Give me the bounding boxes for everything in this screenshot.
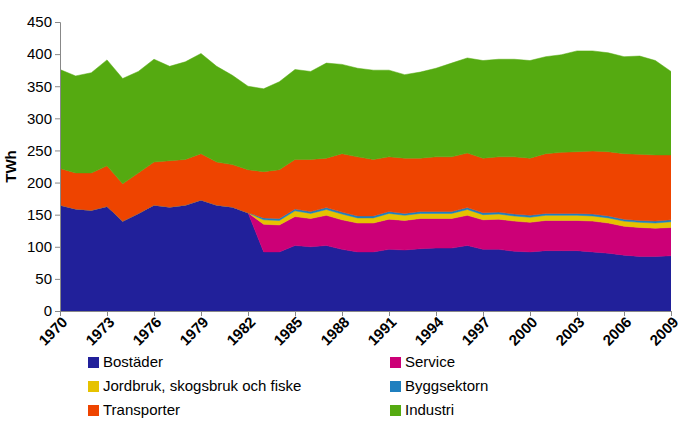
area-series	[60, 51, 671, 184]
x-tick: 1988	[317, 311, 353, 349]
y-tick-mark	[55, 86, 60, 87]
x-tick-label: 1985	[270, 313, 306, 349]
y-tick-mark	[55, 183, 60, 184]
y-tick: 150	[27, 206, 60, 223]
legend-swatch	[88, 381, 99, 392]
x-tick: 2000	[505, 311, 541, 349]
area-series	[60, 200, 671, 311]
y-tick-mark	[55, 118, 60, 119]
x-tick-label: 1979	[176, 313, 212, 349]
y-tick: 50	[35, 270, 60, 287]
legend-swatch	[88, 357, 99, 368]
x-tick-label: 1970	[35, 313, 71, 349]
legend-swatch	[390, 405, 401, 416]
y-axis-line	[55, 23, 61, 312]
y-axis: 0 50 100 150 200 250 300 350 400 450	[27, 13, 61, 319]
x-tick: 1991	[364, 311, 400, 349]
x-tick: 1985	[270, 311, 306, 349]
x-tick-label: 2006	[599, 313, 635, 349]
x-tick: 2003	[552, 311, 588, 349]
x-tick-label: 1997	[458, 313, 494, 349]
x-tick-label: 1988	[317, 313, 353, 349]
y-tick-label: 0	[44, 302, 52, 319]
y-tick-mark	[55, 22, 60, 23]
y-tick-label: 350	[27, 78, 52, 95]
x-tick: 1994	[411, 311, 447, 349]
y-tick-label: 100	[27, 238, 52, 255]
x-tick-label: 1991	[364, 313, 400, 349]
y-tick-label: 250	[27, 142, 52, 159]
x-tick: 1970	[35, 311, 71, 349]
x-tick-label: 2009	[646, 313, 679, 349]
legend-label: Bostäder	[103, 353, 163, 370]
y-tick-mark	[55, 215, 60, 216]
y-tick-label: 300	[27, 110, 52, 127]
y-tick-label: 150	[27, 206, 52, 223]
y-tick-mark	[55, 54, 60, 55]
chart: 0501001502002503003504004501970197319761…	[0, 0, 679, 427]
y-tick: 450	[27, 13, 60, 30]
legend-label: Industri	[405, 401, 454, 418]
x-axis: 1970 1973 1976 1979 1982 1985 1988 1991 1994 1997…	[35, 311, 679, 349]
legend-swatch	[390, 381, 401, 392]
y-tick: 300	[27, 110, 60, 127]
x-tick: 1979	[176, 311, 212, 349]
legend-label: Jordbruk, skogsbruk och fiske	[103, 377, 301, 394]
x-tick-label: 1973	[82, 313, 118, 349]
y-tick-label: 200	[27, 174, 52, 191]
y-tick: 100	[27, 238, 60, 255]
legend-label: Service	[405, 353, 455, 370]
legend-label: Byggsektorn	[405, 377, 488, 394]
y-tick-mark	[55, 150, 60, 151]
legend-label: Transporter	[103, 401, 180, 418]
x-tick: 1997	[458, 311, 494, 349]
x-tick: 2009	[646, 311, 679, 349]
legend: Bostäder Service Jordbruk, skogsbruk och f…	[88, 353, 488, 418]
y-tick: 400	[27, 45, 60, 62]
x-tick: 1976	[129, 311, 165, 349]
x-tick-label: 1994	[411, 313, 447, 349]
y-tick-label: 50	[35, 270, 52, 287]
y-tick-mark	[55, 279, 60, 280]
y-tick: 200	[27, 174, 60, 191]
y-tick-mark	[55, 247, 60, 248]
x-tick: 1973	[82, 311, 118, 349]
y-tick: 250	[27, 142, 60, 159]
x-tick: 1982	[223, 311, 259, 349]
legend-swatch	[390, 357, 401, 368]
x-tick-label: 2003	[552, 313, 588, 349]
x-tick-label: 1982	[223, 313, 259, 349]
legend-swatch	[88, 405, 99, 416]
y-tick: 350	[27, 78, 60, 95]
x-tick-label: 1976	[129, 313, 165, 349]
plot-area	[60, 51, 671, 311]
y-tick-label: 400	[27, 45, 52, 62]
y-tick-label: 450	[27, 13, 52, 30]
x-tick: 2006	[599, 311, 635, 349]
y-axis-title: TWh	[2, 150, 19, 182]
x-tick-label: 2000	[505, 313, 541, 349]
y-tick-mark	[55, 311, 60, 312]
